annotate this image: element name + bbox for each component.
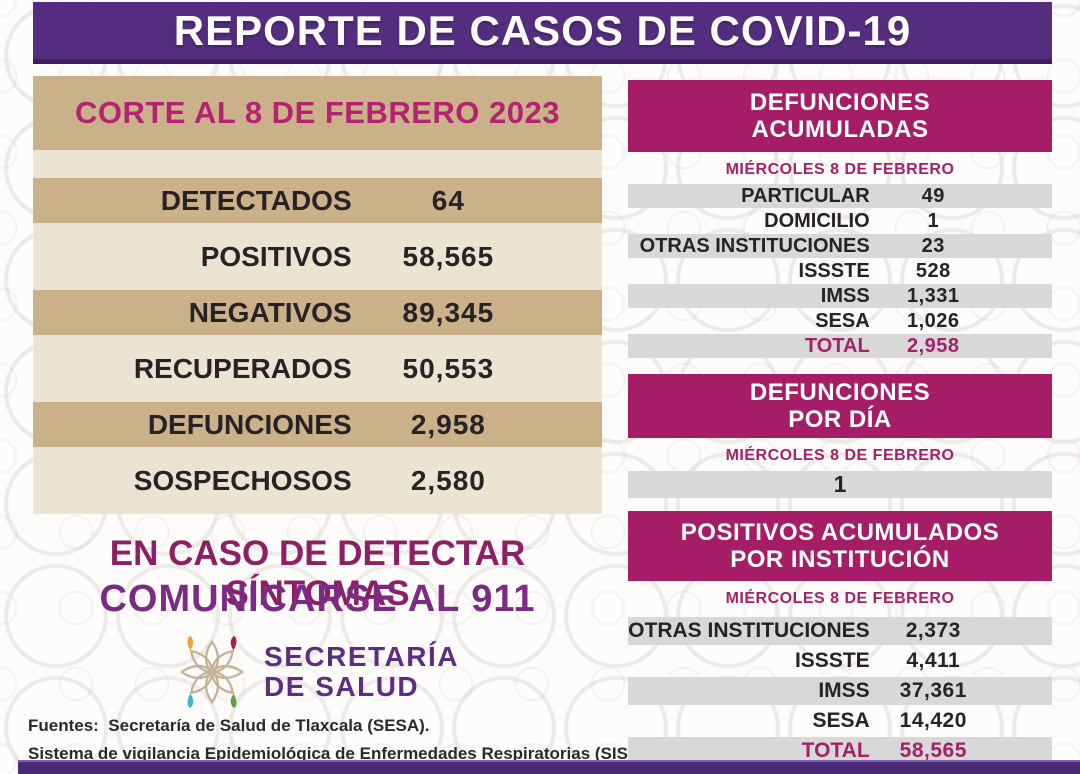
row-label: IMSS — [820, 284, 870, 307]
row-label: TOTAL — [804, 334, 870, 357]
row-label: IMSS — [818, 679, 870, 702]
section-header-defunciones-por-dia: DEFUNCIONES POR DÍA — [628, 374, 1052, 438]
row-value: 1,026 — [906, 309, 960, 332]
stat-row-detectados: DETECTADOS 64 — [33, 178, 602, 223]
stat-label: DEFUNCIONES — [147, 408, 352, 440]
defunciones-por-dia-value: 1 — [628, 471, 1052, 498]
section-date: MIÉRCOLES 8 DE FEBRERO — [725, 590, 955, 607]
table-row: SESA 14,420 — [628, 707, 1052, 735]
stat-label: SOSPECHOSOS — [133, 464, 352, 496]
row-label: OTRAS INSTITUCIONES — [639, 234, 870, 257]
bottom-purple-strip — [18, 760, 1080, 774]
section-header-positivos-acumulados: POSITIVOS ACUMULADOS POR INSTITUCIÓN — [628, 511, 1052, 581]
cutoff-date-header: CORTE AL 8 DE FEBRERO 2023 — [33, 76, 602, 150]
row-value: 49 — [921, 184, 945, 207]
stat-label: NEGATIVOS — [188, 296, 352, 328]
report-title: REPORTE DE CASOS DE COVID-19 — [173, 6, 912, 54]
stat-value: 50,553 — [402, 352, 495, 384]
row-value: 14,420 — [899, 709, 967, 732]
call-911-callout: COMUNICARSE AL 911 — [99, 578, 536, 620]
positivos-acumulados-table: OTRAS INSTITUCIONES 2,373 ISSSTE 4,411 I… — [628, 617, 1052, 765]
stat-value: 2,580 — [410, 464, 486, 496]
row-value: 37,361 — [899, 679, 967, 702]
section-title-line1: DEFUNCIONES — [749, 89, 931, 116]
section-date: MIÉRCOLES 8 DE FEBRERO — [725, 161, 955, 178]
institution-stats-panel: DEFUNCIONES ACUMULADAS MIÉRCOLES 8 DE FE… — [628, 80, 1052, 767]
cutoff-date-title: CORTE AL 8 DE FEBRERO 2023 — [74, 95, 560, 130]
row-label: PARTICULAR — [741, 184, 870, 207]
row-value: 23 — [921, 234, 945, 257]
row-label: OTRAS INSTITUCIONES — [628, 619, 870, 642]
row-label: SESA — [812, 709, 870, 732]
table-row: ISSSTE 528 — [628, 259, 1052, 283]
table-row: IMSS 1,331 — [628, 284, 1052, 308]
section-title-line1: DEFUNCIONES — [749, 379, 931, 406]
table-row: OTRAS INSTITUCIONES 2,373 — [628, 617, 1052, 645]
row-label: ISSSTE — [794, 649, 870, 672]
row-value: 1,331 — [906, 284, 960, 307]
stat-value: 89,345 — [402, 296, 495, 328]
row-label: SESA — [815, 309, 870, 332]
table-row: IMSS 37,361 — [628, 677, 1052, 705]
stat-value: 64 — [431, 184, 465, 216]
section-date: MIÉRCOLES 8 DE FEBRERO — [725, 447, 955, 464]
stat-row-sospechosos: SOSPECHOSOS 2,580 — [33, 447, 602, 514]
logo-wordmark: SECRETARÍA DE SALUD — [264, 642, 459, 702]
symptoms-callout-line1: EN CASO DE DETECTAR SÍNTOMAS — [109, 534, 526, 613]
stat-label: RECUPERADOS — [133, 352, 352, 384]
stat-row-recuperados: RECUPERADOS 50,553 — [33, 335, 602, 402]
secretaria-salud-logo: SECRETARÍA DE SALUD — [33, 632, 602, 712]
logo-line2: DE SALUD — [264, 671, 420, 702]
table-row-total: TOTAL 2,958 — [628, 334, 1052, 358]
secretaria-salud-flower-icon — [179, 636, 245, 708]
defunciones-acumuladas-table: PARTICULAR 49 DOMICILIO 1 OTRAS INSTITUC… — [628, 184, 1052, 358]
spacer — [33, 150, 602, 178]
row-label: DOMICILIO — [764, 209, 870, 232]
table-row: ISSSTE 4,411 — [628, 647, 1052, 675]
section-title-line2: POR INSTITUCIÓN — [730, 546, 950, 573]
table-row: SESA 1,026 — [628, 309, 1052, 333]
row-label: TOTAL — [801, 739, 870, 762]
stat-row-positivos: POSITIVOS 58,565 — [33, 223, 602, 290]
row-value: 58,565 — [899, 739, 967, 762]
footnote-line1: Fuentes: Secretaría de Salud de Tlaxcala… — [28, 716, 430, 735]
table-row: DOMICILIO 1 — [628, 209, 1052, 233]
row-value: 1 — [927, 209, 940, 232]
section-header-defunciones-acumuladas: DEFUNCIONES ACUMULADAS — [628, 80, 1052, 152]
stat-row-defunciones: DEFUNCIONES 2,958 — [33, 402, 602, 447]
row-value: 4,411 — [906, 649, 961, 672]
section-title-line2: POR DÍA — [788, 406, 892, 433]
row-value: 2,373 — [905, 619, 961, 642]
stat-label: POSITIVOS — [200, 240, 352, 272]
stat-value: 58,565 — [402, 240, 495, 272]
row-value: 528 — [915, 259, 951, 282]
table-row: OTRAS INSTITUCIONES 23 — [628, 234, 1052, 258]
stat-row-negativos: NEGATIVOS 89,345 — [33, 290, 602, 335]
table-row: PARTICULAR 49 — [628, 184, 1052, 208]
summary-panel: CORTE AL 8 DE FEBRERO 2023 DETECTADOS 64… — [33, 76, 602, 514]
stat-value: 2,958 — [410, 408, 486, 440]
logo-line1: SECRETARÍA — [264, 641, 459, 672]
stat-label: DETECTADOS — [160, 184, 352, 216]
section-title-line1: POSITIVOS ACUMULADOS — [680, 519, 1000, 546]
report-title-banner: REPORTE DE CASOS DE COVID-19 — [33, 2, 1052, 64]
row-label: ISSSTE — [798, 259, 870, 282]
row-value: 2,958 — [906, 334, 960, 357]
section-title-line2: ACUMULADAS — [751, 116, 929, 143]
